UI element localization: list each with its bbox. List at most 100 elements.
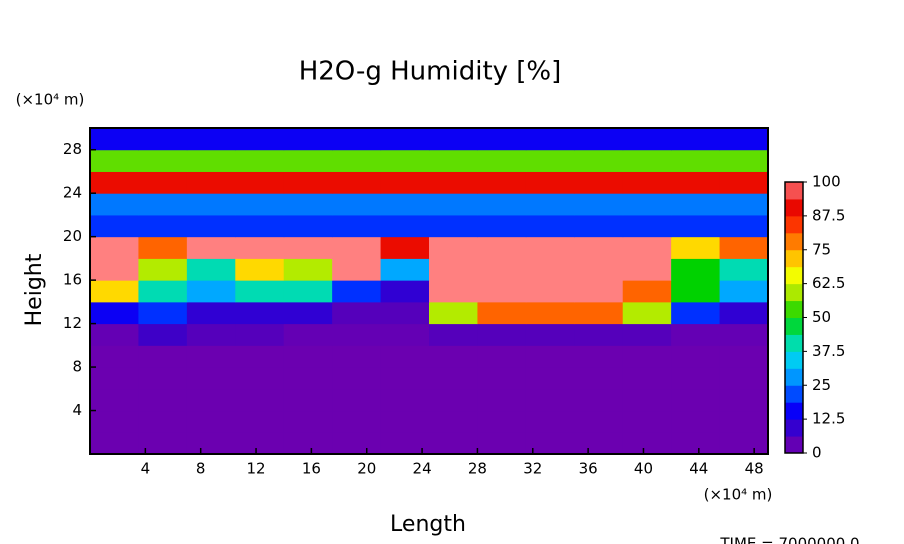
- heat-cell: [186, 323, 236, 346]
- colorbar: 0 12.5 25 37.5 50 62.5 75 87.5 100: [784, 173, 845, 462]
- heat-cell: [574, 236, 624, 259]
- heat-cell: [332, 323, 382, 346]
- heat-cell: [719, 236, 769, 259]
- heat-cell: [574, 214, 624, 238]
- heat-cell: [525, 367, 575, 390]
- colorbar-tick-label: 25: [812, 376, 831, 394]
- heat-cell: [622, 345, 672, 368]
- heat-cell: [235, 280, 285, 303]
- heat-cell: [380, 236, 430, 259]
- x-tick-label: 8: [196, 460, 206, 478]
- heat-cell: [90, 410, 139, 433]
- heat-cell: [574, 388, 624, 412]
- heat-cell: [138, 149, 188, 172]
- heat-cell: [622, 258, 672, 281]
- heat-cell: [671, 128, 721, 151]
- heat-cell: [380, 367, 430, 390]
- y-tick-label: 4: [72, 401, 82, 419]
- heat-cell: [186, 388, 236, 412]
- x-tick-label: 24: [413, 460, 432, 478]
- colorbar-step: [785, 198, 803, 217]
- colorbar-step: [785, 436, 803, 454]
- heat-cell: [429, 280, 478, 303]
- heat-cell: [380, 193, 430, 216]
- heat-cell: [332, 367, 382, 390]
- heat-cell: [283, 388, 333, 412]
- x-tick-label: 4: [141, 460, 151, 478]
- heat-cell: [477, 301, 527, 325]
- heat-cell: [235, 323, 285, 346]
- heat-cell: [332, 171, 382, 194]
- heat-cell: [719, 410, 769, 433]
- heat-cell: [332, 214, 382, 238]
- heat-cell: [429, 171, 478, 194]
- heat-cell: [429, 193, 478, 216]
- heat-cell: [186, 171, 236, 194]
- colorbar-step: [785, 334, 803, 352]
- heat-cell: [477, 193, 527, 216]
- heat-cell: [186, 149, 236, 172]
- heat-cell: [525, 214, 575, 238]
- heat-cell: [283, 323, 333, 346]
- heat-cell: [235, 345, 285, 368]
- heat-cell: [525, 323, 575, 346]
- heat-cell: [622, 367, 672, 390]
- heat-cell: [525, 236, 575, 259]
- heat-cell: [429, 410, 478, 433]
- heat-cell: [235, 149, 285, 172]
- heat-cell: [671, 301, 721, 325]
- heatmap: [90, 128, 769, 455]
- heat-cell: [90, 128, 139, 151]
- heat-cell: [477, 323, 527, 346]
- heat-cell: [574, 345, 624, 368]
- colorbar-step: [785, 368, 803, 386]
- y-tick-label: 24: [63, 184, 82, 202]
- x-tick-label: 48: [745, 460, 764, 478]
- heat-cell: [90, 367, 139, 390]
- heat-cell: [719, 171, 769, 194]
- heat-cell: [283, 345, 333, 368]
- heat-cell: [380, 171, 430, 194]
- y-tick-label: 12: [63, 314, 82, 332]
- colorbar-step: [785, 182, 803, 200]
- heat-cell: [138, 345, 188, 368]
- heat-cell: [90, 323, 139, 346]
- colorbar-tick-label: 62.5: [812, 274, 845, 292]
- colorbar-step: [785, 402, 803, 420]
- heat-cell: [622, 236, 672, 259]
- heat-cell: [622, 388, 672, 412]
- heat-cell: [186, 410, 236, 433]
- heat-cell: [477, 149, 527, 172]
- x-tick-label: 12: [246, 460, 265, 478]
- heat-cell: [380, 345, 430, 368]
- colorbar-tick-label: 100: [812, 173, 841, 191]
- heat-cell: [719, 323, 769, 346]
- heat-cell: [574, 258, 624, 281]
- x-tick-label: 16: [302, 460, 321, 478]
- heat-cell: [138, 236, 188, 259]
- heat-cell: [477, 345, 527, 368]
- y-unit: (×10⁴ m): [16, 91, 85, 109]
- x-tick-label: 20: [357, 460, 376, 478]
- heat-cell: [574, 432, 624, 455]
- heat-cell: [429, 214, 478, 238]
- heat-cell: [671, 193, 721, 216]
- heat-cell: [138, 388, 188, 412]
- heat-cell: [332, 301, 382, 325]
- heat-cell: [235, 432, 285, 455]
- heat-cell: [719, 280, 769, 303]
- heat-cell: [525, 171, 575, 194]
- y-tick-label: 8: [72, 358, 82, 376]
- heat-cell: [332, 193, 382, 216]
- heat-cell: [138, 128, 188, 151]
- colorbar-step: [785, 317, 803, 335]
- colorbar-step: [785, 249, 803, 268]
- heat-cell: [138, 280, 188, 303]
- heat-cell: [719, 345, 769, 368]
- heat-cell: [138, 258, 188, 281]
- heat-cell: [429, 149, 478, 172]
- y-tick-label: 20: [63, 227, 82, 245]
- heat-cell: [622, 323, 672, 346]
- colorbar-tick-label: 12.5: [812, 410, 845, 428]
